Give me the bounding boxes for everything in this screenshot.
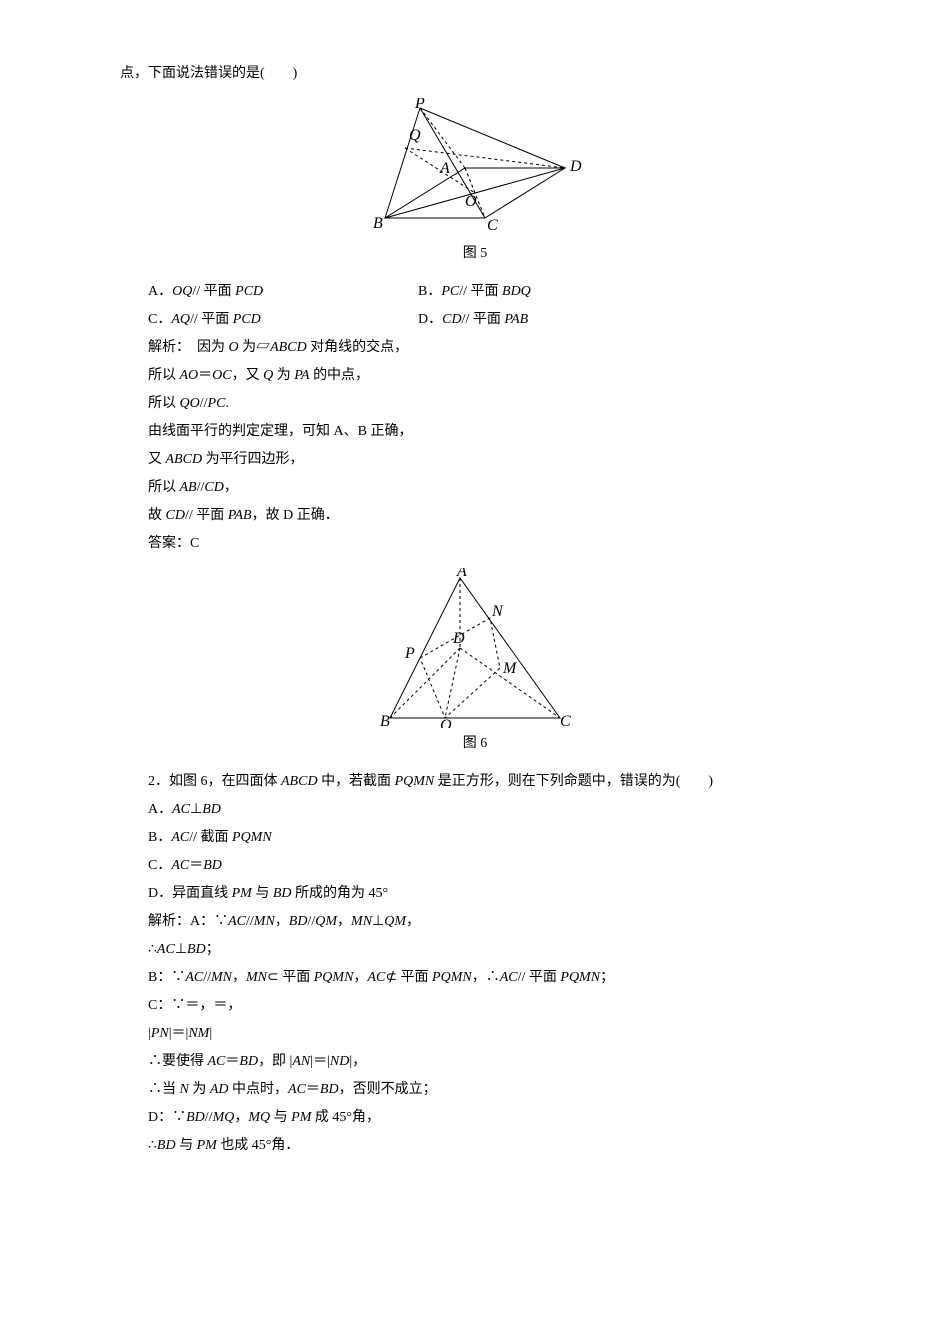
q1-sol-7: 故 CD// 平面 PAB，故 D 正确． (148, 502, 830, 530)
q2-option-b: B．AC// 截面 PQMN (148, 824, 830, 852)
figure-5-caption: 图 5 (120, 240, 830, 268)
q1-option-b: B．PC// 平面 BDQ (418, 278, 688, 306)
q2-option-a: A．AC⊥BD (148, 796, 830, 824)
svg-text:C: C (560, 713, 571, 728)
q2-option-d: D．异面直线 PM 与 BD 所成的角为 45° (148, 880, 830, 908)
q2-sol-c3: ∴要使得 AC＝BD，即 |AN|＝|ND|， (148, 1048, 830, 1076)
q2-sol-d2: ∴BD 与 PM 也成 45°角． (148, 1132, 830, 1160)
q1-sol-3: 所以 QO//PC. (148, 390, 830, 418)
svg-text:A: A (439, 160, 450, 177)
q1-sol-2: 所以 AO＝OC，又 Q 为 PA 的中点， (148, 362, 830, 390)
figure-5: P Q A O B C D 图 5 (120, 98, 830, 268)
q2-option-c: C．AC＝BD (148, 852, 830, 880)
svg-text:D: D (452, 630, 465, 647)
svg-text:B: B (380, 713, 390, 728)
svg-text:C: C (487, 217, 498, 234)
q2-sol-c4: ∴当 N 为 AD 中点时，AC＝BD，否则不成立； (148, 1076, 830, 1104)
svg-text:M: M (502, 660, 518, 677)
q1-sol-1: 解析： 因为 O 为▱ABCD 对角线的交点， (148, 334, 830, 362)
svg-text:D: D (569, 158, 582, 175)
q2-sol-c1: C：∵＝，＝， (148, 992, 830, 1020)
q1-option-c: C．AQ// 平面 PCD (148, 306, 418, 334)
q1-sol-4: 由线面平行的判定定理，可知 A、B 正确， (148, 418, 830, 446)
q2-stem: 2．如图 6，在四面体 ABCD 中，若截面 PQMN 是正方形，则在下列命题中… (148, 768, 830, 796)
svg-text:P: P (404, 645, 415, 662)
q1-sol-6: 所以 AB//CD， (148, 474, 830, 502)
svg-text:Q: Q (440, 717, 452, 728)
svg-text:B: B (373, 215, 383, 232)
line-continuation: 点，下面说法错误的是( ) (120, 60, 830, 88)
q1-answer: 答案：C (148, 530, 830, 558)
svg-text:O: O (465, 193, 477, 210)
svg-text:N: N (491, 603, 504, 620)
q1-option-d: D．CD// 平面 PAB (418, 306, 688, 334)
q1-option-a: A．OQ// 平面 PCD (148, 278, 418, 306)
q2-sol-d1: D：∵BD//MQ，MQ 与 PM 成 45°角， (148, 1104, 830, 1132)
svg-text:A: A (456, 568, 467, 580)
figure-6: A N D P M B Q C 图 6 (120, 568, 830, 758)
q2-sol-a1: 解析：A：∵AC//MN，BD//QM，MN⊥QM， (148, 908, 830, 936)
q1-options-row1: A．OQ// 平面 PCD B．PC// 平面 BDQ (148, 278, 830, 306)
svg-text:Q: Q (409, 127, 421, 144)
q1-sol-5: 又 ABCD 为平行四边形， (148, 446, 830, 474)
q1-options-row2: C．AQ// 平面 PCD D．CD// 平面 PAB (148, 306, 830, 334)
q2-sol-b: B：∵AC//MN，MN⊂ 平面 PQMN，AC⊄ 平面 PQMN，∴AC// … (148, 964, 830, 992)
svg-text:P: P (414, 98, 425, 112)
q2-sol-a2: ∴AC⊥BD； (148, 936, 830, 964)
q2-sol-c2: |PN|＝|NM| (148, 1020, 830, 1048)
figure-6-caption: 图 6 (120, 730, 830, 758)
